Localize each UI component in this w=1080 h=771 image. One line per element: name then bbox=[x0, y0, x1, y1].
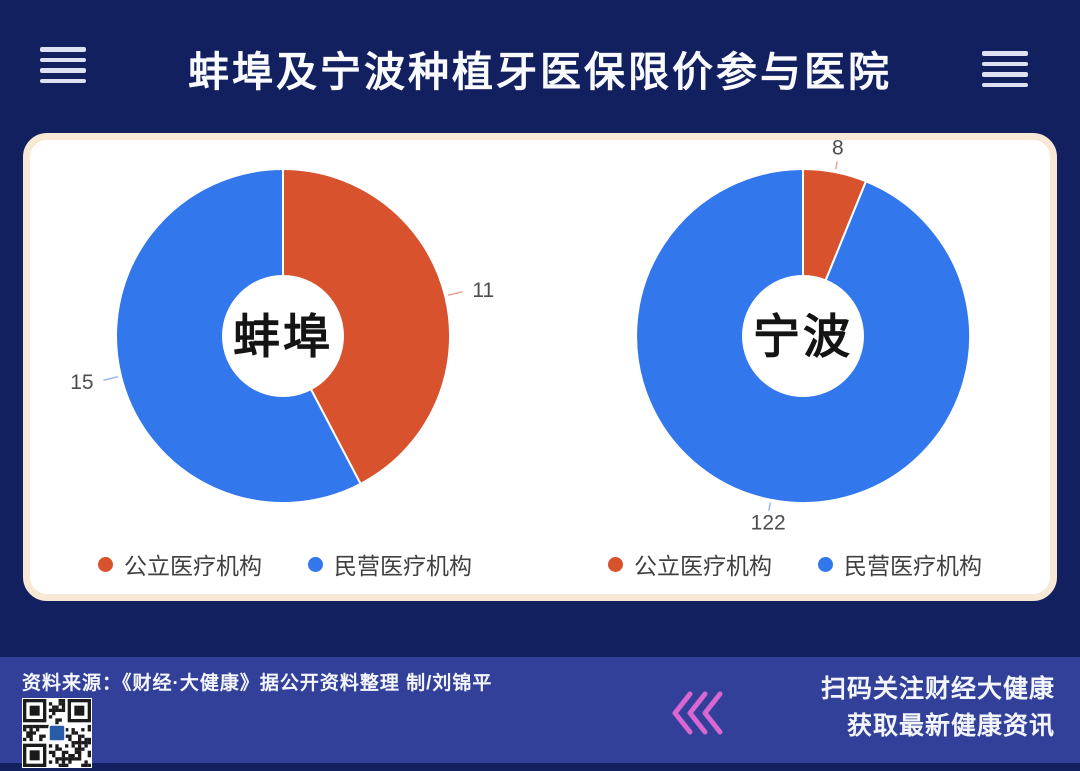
pie-slice-0 bbox=[282, 167, 452, 486]
legend-dot-private bbox=[818, 556, 833, 572]
chart-legend: 公立医疗机构 民营医疗机构 bbox=[30, 547, 540, 581]
legend-dot-public bbox=[608, 556, 623, 572]
data-label: 122 bbox=[751, 512, 786, 535]
footer-band bbox=[0, 657, 1080, 763]
menu-lines-icon bbox=[982, 51, 1028, 93]
chart-section-ningbo: 8 122 宁波 公立医疗机构 民营医疗机构 bbox=[540, 136, 1050, 594]
chart-card: 11 15 蚌埠 公立医疗机构 民营医疗机构 8 122 宁波 公立医疗机构 民营医疗机… bbox=[23, 133, 1057, 601]
legend-item-private: 民营医疗机构 bbox=[818, 547, 982, 581]
triple-chevron-left-icon bbox=[672, 691, 723, 735]
menu-bar bbox=[40, 57, 86, 62]
legend-label-public: 公立医疗机构 bbox=[634, 553, 772, 579]
legend-item-public: 公立医疗机构 bbox=[98, 547, 262, 581]
donut-center-title: 蚌埠 bbox=[233, 310, 333, 363]
menu-bar bbox=[982, 82, 1028, 87]
data-label: 8 bbox=[832, 136, 844, 159]
qr-code bbox=[22, 698, 92, 768]
legend-dot-public bbox=[98, 556, 113, 572]
page-title: 蚌埠及宁波种植牙医保限价参与医院 bbox=[188, 49, 892, 95]
label-leader-line bbox=[835, 161, 838, 170]
donut-chart-ningbo: 8 122 宁波 bbox=[635, 136, 972, 535]
chart-legend: 公立医疗机构 民营医疗机构 bbox=[540, 547, 1050, 581]
legend-dot-private bbox=[308, 556, 323, 572]
legend-item-private: 民营医疗机构 bbox=[308, 547, 472, 581]
label-leader-line bbox=[447, 291, 463, 296]
legend-label-private: 民营医疗机构 bbox=[844, 553, 982, 579]
menu-bar bbox=[40, 78, 86, 83]
label-leader-line bbox=[768, 502, 771, 511]
label-leader-line bbox=[103, 376, 119, 381]
menu-bar bbox=[982, 72, 1028, 77]
source-credit: 资料来源：《财经·大健康》据公开资料整理 制/刘锦平 bbox=[22, 673, 493, 694]
follow-cta: 扫码关注财经大健康 获取最新健康资讯 bbox=[821, 671, 1055, 745]
menu-bar bbox=[982, 51, 1028, 56]
chart-section-bengbu: 11 15 蚌埠 公立医疗机构 民营医疗机构 bbox=[30, 140, 540, 594]
donut-center-title: 宁波 bbox=[753, 310, 853, 363]
legend-item-public: 公立医疗机构 bbox=[608, 547, 772, 581]
menu-bar bbox=[40, 47, 86, 52]
donut-hole bbox=[742, 275, 864, 397]
follow-cta-line2: 获取最新健康资讯 bbox=[846, 712, 1055, 740]
follow-cta-line1: 扫码关注财经大健康 bbox=[820, 675, 1055, 703]
menu-lines-icon bbox=[40, 47, 86, 89]
menu-bar bbox=[40, 68, 86, 73]
data-label: 15 bbox=[70, 371, 93, 394]
legend-label-public: 公立医疗机构 bbox=[124, 553, 262, 579]
donut-hole bbox=[222, 275, 344, 397]
data-label: 11 bbox=[472, 279, 494, 302]
menu-bar bbox=[982, 61, 1028, 66]
legend-label-private: 民营医疗机构 bbox=[334, 553, 472, 579]
donut-chart-bengbu: 11 15 蚌埠 bbox=[70, 167, 494, 504]
